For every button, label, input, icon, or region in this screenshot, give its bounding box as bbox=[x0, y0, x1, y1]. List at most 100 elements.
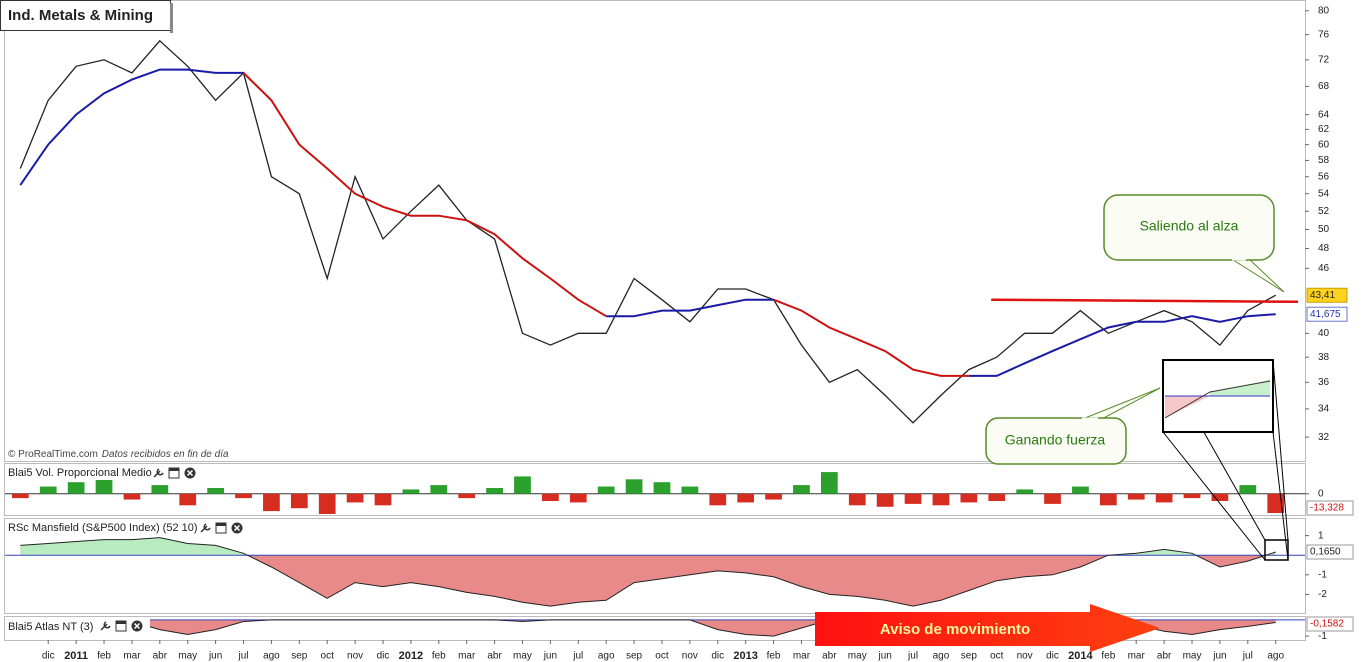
x-tick-label: abr bbox=[153, 651, 168, 662]
x-tick-label: dic bbox=[1046, 651, 1059, 662]
x-tick-label: dic bbox=[377, 651, 390, 662]
x-tick-label: 2013 bbox=[733, 650, 757, 662]
y-tick-label: 80 bbox=[1318, 5, 1330, 16]
x-tick-label: mar bbox=[458, 651, 476, 662]
x-tick-label: mar bbox=[793, 651, 811, 662]
x-tick-label: feb bbox=[432, 651, 446, 662]
price-line bbox=[19, 39, 1277, 424]
volume-bar bbox=[542, 493, 559, 501]
x-tick-label: jul bbox=[238, 651, 249, 662]
panel-icons[interactable] bbox=[100, 467, 243, 632]
x-tick-label: 2011 bbox=[64, 650, 88, 662]
x-tick-label: jun bbox=[1212, 651, 1226, 662]
x-tick-label: jun bbox=[877, 651, 891, 662]
last-value-box bbox=[1306, 287, 1348, 303]
arrow-text: Aviso de movimiento bbox=[880, 621, 1030, 638]
volume-bar bbox=[625, 479, 643, 494]
callout-text: Saliendo al alza bbox=[1140, 218, 1239, 234]
y-tick-label: 54 bbox=[1318, 188, 1330, 199]
last-value-label: 41,675 bbox=[1310, 309, 1341, 320]
x-tick-label: mar bbox=[123, 651, 141, 662]
volume-bar bbox=[709, 493, 727, 506]
volume-bar bbox=[653, 482, 671, 494]
y-tick-label: 64 bbox=[1318, 109, 1330, 120]
y-tick-label: 34 bbox=[1318, 404, 1330, 415]
y-tick-label: -1 bbox=[1318, 631, 1327, 642]
x-tick-label: may bbox=[513, 651, 532, 662]
atlas-panel bbox=[4, 616, 1306, 641]
volume-bar bbox=[263, 493, 280, 512]
y-tick-label: 36 bbox=[1318, 377, 1330, 388]
y-tick-label: -1 bbox=[1318, 569, 1327, 580]
title-shadow bbox=[170, 3, 173, 33]
header-bg bbox=[5, 465, 203, 480]
volume-bar bbox=[486, 487, 503, 494]
title-box bbox=[0, 0, 171, 31]
x-tick-label: abr bbox=[487, 651, 502, 662]
chart-title: Ind. Metals & Mining bbox=[8, 7, 153, 24]
x-tick-label: jul bbox=[907, 651, 918, 662]
y-tick-label: 0 bbox=[1318, 488, 1324, 499]
credit-site: © ProRealTime.com bbox=[8, 449, 98, 460]
y-tick-label: 56 bbox=[1318, 171, 1330, 182]
volume-bar bbox=[346, 493, 364, 503]
volume-bar bbox=[458, 493, 476, 499]
indicator-line bbox=[20, 537, 1276, 607]
x-tick-label: oct bbox=[321, 651, 335, 662]
x-tick-label: nov bbox=[1017, 651, 1033, 662]
y-tick-label: 40 bbox=[1318, 328, 1330, 339]
credit: © ProRealTime.com Datos recibidos en fin … bbox=[8, 449, 229, 460]
volume-bar bbox=[1044, 493, 1061, 504]
last-value-box bbox=[1306, 544, 1354, 560]
volume-bar bbox=[1239, 485, 1257, 494]
last-value-box bbox=[1306, 500, 1354, 516]
volume-bar bbox=[1016, 489, 1034, 494]
x-tick-label: jul bbox=[1242, 651, 1253, 662]
y-tick-label: 60 bbox=[1318, 139, 1330, 150]
volume-bar bbox=[681, 486, 699, 494]
x-tick-label: sep bbox=[626, 651, 643, 662]
x-tick-label: abr bbox=[822, 651, 837, 662]
volume-bar bbox=[430, 485, 448, 494]
panel-header: Blai5 Vol. Proporcional Medio bbox=[8, 467, 152, 479]
x-tick-label: ago bbox=[263, 651, 280, 662]
x-tick-label: feb bbox=[97, 651, 111, 662]
last-value-label: 0,1650 bbox=[1310, 547, 1341, 558]
y-tick-label: 46 bbox=[1318, 263, 1330, 274]
header-bg bbox=[5, 618, 150, 633]
volume-bar bbox=[932, 493, 950, 506]
credit-note: Datos recibidos en fin de día bbox=[102, 449, 229, 460]
x-tick-label: ago bbox=[1267, 651, 1284, 662]
panel-header: Blai5 Atlas NT (3) bbox=[8, 621, 93, 633]
x-tick-label: abr bbox=[1157, 651, 1172, 662]
volume-bar bbox=[848, 493, 866, 506]
x-tick-label: 2012 bbox=[399, 650, 423, 662]
header-bg bbox=[5, 520, 250, 535]
volume-bar bbox=[1127, 493, 1145, 500]
x-tick-label: mar bbox=[1128, 651, 1146, 662]
y-tick-label: 1 bbox=[1318, 530, 1324, 541]
x-tick-label: feb bbox=[767, 651, 781, 662]
y-tick-label: 68 bbox=[1318, 81, 1330, 92]
volume-bar bbox=[207, 487, 224, 494]
volume-bar bbox=[402, 489, 420, 494]
volume-bar bbox=[1211, 493, 1229, 501]
callout: Saliendo al alza bbox=[1103, 194, 1285, 293]
x-tick-label: jul bbox=[572, 651, 583, 662]
x-tick-label: nov bbox=[347, 651, 363, 662]
volume-bar bbox=[960, 493, 978, 503]
x-tick-label: may bbox=[178, 651, 197, 662]
mansfield-panel bbox=[4, 518, 1306, 614]
x-tick-label: oct bbox=[655, 651, 669, 662]
x-tick-label: oct bbox=[990, 651, 1004, 662]
x-tick-label: may bbox=[1183, 651, 1202, 662]
y-tick-label: 50 bbox=[1318, 224, 1330, 235]
volume-bar bbox=[904, 493, 922, 504]
area-negative bbox=[104, 619, 1276, 637]
last-value-label: 43,41 bbox=[1310, 290, 1335, 301]
volume-bar bbox=[793, 485, 810, 494]
x-tick-label: dic bbox=[42, 651, 55, 662]
x-tick-label: nov bbox=[682, 651, 698, 662]
volume-bar bbox=[39, 486, 57, 494]
plot-area: 32 34 36 38 40 46 48 50 52 54 56 58 60 62 64 68 72 76 80 43… bbox=[5, 5, 1354, 662]
